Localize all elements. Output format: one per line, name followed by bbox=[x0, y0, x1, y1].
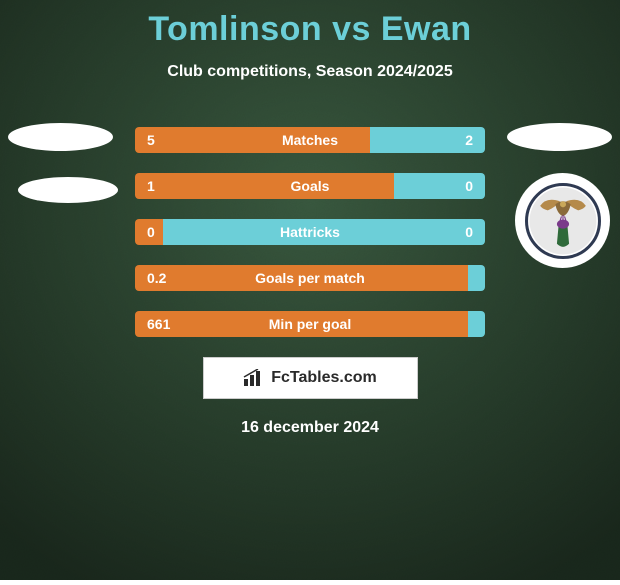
player-right-marker bbox=[507, 123, 612, 151]
stat-bar: 10Goals bbox=[135, 173, 485, 199]
player-left-marker-2 bbox=[18, 177, 118, 203]
bar-label: Hattricks bbox=[135, 219, 485, 245]
bar-label: Goals per match bbox=[135, 265, 485, 291]
chart-area: 52Matches 10Goals 00Hattricks 0.2Goals per … bbox=[0, 127, 620, 337]
stat-bar: 00Hattricks bbox=[135, 219, 485, 245]
content-wrapper: Tomlinson vs Ewan Club competitions, Sea… bbox=[0, 0, 620, 580]
bar-label: Matches bbox=[135, 127, 485, 153]
stat-bar: 661Min per goal bbox=[135, 311, 485, 337]
page-title: Tomlinson vs Ewan bbox=[0, 0, 620, 49]
club-crest bbox=[515, 173, 610, 268]
bar-label: Goals bbox=[135, 173, 485, 199]
chart-icon bbox=[243, 369, 265, 387]
brand-box[interactable]: FcTables.com bbox=[203, 357, 418, 399]
stat-bar: 0.2Goals per match bbox=[135, 265, 485, 291]
bars-container: 52Matches 10Goals 00Hattricks 0.2Goals per … bbox=[135, 127, 485, 337]
stat-bar: 52Matches bbox=[135, 127, 485, 153]
bar-label: Min per goal bbox=[135, 311, 485, 337]
brand-text: FcTables.com bbox=[271, 369, 377, 387]
crest-svg bbox=[525, 183, 601, 259]
date-text: 16 december 2024 bbox=[0, 419, 620, 437]
subtitle: Club competitions, Season 2024/2025 bbox=[0, 63, 620, 81]
player-left-marker bbox=[8, 123, 113, 151]
